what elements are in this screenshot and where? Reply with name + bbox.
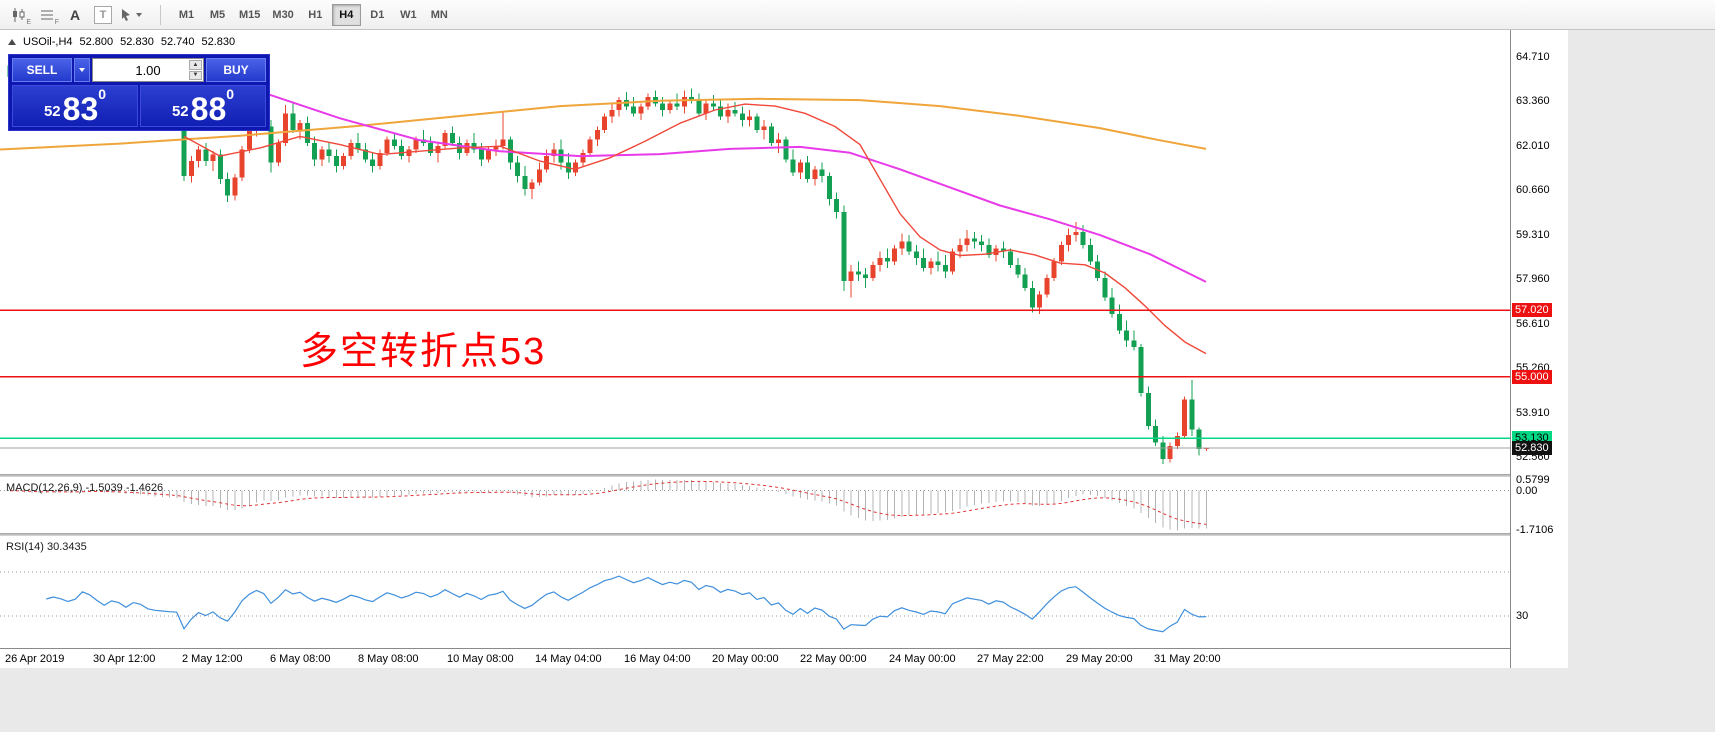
ask-pipette: 0 xyxy=(226,86,235,102)
low-value: 52.740 xyxy=(160,36,195,48)
chevron-down-icon xyxy=(136,12,142,17)
price-tick: 59.310 xyxy=(1516,228,1550,241)
rsi-canvas[interactable] xyxy=(0,536,1510,648)
time-axis-label: 22 May 00:00 xyxy=(800,653,867,665)
volume-input[interactable]: 1.00 ▲ ▼ xyxy=(92,58,204,82)
timeframe-m1-button[interactable]: M1 xyxy=(172,4,201,26)
text-label-glyph: A xyxy=(69,6,81,23)
time-axis-label: 6 May 08:00 xyxy=(270,653,331,665)
time-axis-label: 26 Apr 2019 xyxy=(5,653,65,665)
rsi-axis-label: 30 xyxy=(1516,610,1529,622)
time-axis-label: 24 May 00:00 xyxy=(889,653,956,665)
chart-area: 26 Apr 2019 30 Apr 12:00 2 May 12:00 6 May … xyxy=(0,30,1510,668)
toolbar-separator xyxy=(160,4,161,25)
bid-pips: 83 xyxy=(62,90,99,127)
text-tool-glyph: T xyxy=(94,5,112,24)
time-axis-label: 2 May 12:00 xyxy=(182,653,243,665)
ma-fast-line xyxy=(183,103,1207,355)
current-price-tag: 52.830 xyxy=(1512,441,1552,456)
text-label-tool-icon[interactable]: A xyxy=(62,4,88,26)
time-axis-label: 30 Apr 12:00 xyxy=(93,653,156,665)
ma-mid-line xyxy=(267,93,1207,283)
symbol-period-label: USOil-,H4 xyxy=(23,36,73,48)
time-axis-label: 8 May 08:00 xyxy=(358,653,419,665)
time-axis[interactable]: 26 Apr 2019 30 Apr 12:00 2 May 12:00 6 May … xyxy=(0,648,1510,668)
bid-price-display[interactable]: 52 83 0 xyxy=(12,85,138,127)
buy-button[interactable]: BUY xyxy=(206,58,266,82)
ma-slow-line xyxy=(0,97,1207,151)
time-axis-label: 10 May 08:00 xyxy=(447,653,514,665)
volume-step-down-button[interactable]: ▼ xyxy=(189,70,202,80)
price-tick: 56.610 xyxy=(1516,317,1550,330)
rsi-line xyxy=(46,575,1207,633)
timeframe-m15-button[interactable]: M15 xyxy=(234,4,265,26)
chart-type-icon[interactable]: E xyxy=(6,4,32,26)
macd-axis-label: -1.7106 xyxy=(1516,524,1554,536)
candlestick-glyph xyxy=(13,7,25,22)
time-axis-label: 27 May 22:00 xyxy=(977,653,1044,665)
time-axis-label: 20 May 00:00 xyxy=(712,653,779,665)
time-axis-label: 29 May 20:00 xyxy=(1066,653,1133,665)
top-toolbar: E F A T M1 M5 M15 M30 H1 H4 D1 xyxy=(0,0,1715,30)
close-value: 52.830 xyxy=(201,36,236,48)
timeframe-h4-button[interactable]: H4 xyxy=(331,3,361,26)
macd-indicator-label: MACD(12,26,9) -1.5039 -1.4626 xyxy=(6,482,164,494)
price-tick: 53.910 xyxy=(1516,406,1550,419)
time-axis-label: 31 May 20:00 xyxy=(1154,653,1221,665)
ask-big-figure: 52 xyxy=(171,103,189,120)
one-click-trade-panel: SELL 1.00 ▲ ▼ BUY 52 83 0 52 xyxy=(8,54,270,131)
main-chart-canvas[interactable] xyxy=(0,30,1510,474)
objects-list-icon[interactable]: F xyxy=(34,4,60,26)
timeframe-m5-button[interactable]: M5 xyxy=(203,4,232,26)
text-tool-icon[interactable]: T xyxy=(90,4,116,26)
high-value: 52.830 xyxy=(120,36,154,48)
timeframe-h1-button[interactable]: H1 xyxy=(301,4,330,26)
panel-splitter[interactable] xyxy=(0,533,1510,536)
chevron-down-icon xyxy=(79,68,85,72)
timeframe-m30-button[interactable]: M30 xyxy=(267,4,298,26)
price-tick: 64.710 xyxy=(1516,51,1550,64)
objects-list-icon-sub: F xyxy=(54,18,59,26)
ask-price-display[interactable]: 52 88 0 xyxy=(140,85,266,127)
timeframe-w1-button[interactable]: W1 xyxy=(394,4,423,26)
price-tick: 63.360 xyxy=(1516,95,1550,108)
timeframe-d1-button[interactable]: D1 xyxy=(363,4,392,26)
volume-value: 1.00 xyxy=(135,62,161,78)
price-tick: 57.960 xyxy=(1516,273,1550,286)
rsi-indicator-label: RSI(14) 30.3435 xyxy=(6,541,87,553)
price-line-tag: 55.000 xyxy=(1512,369,1552,384)
macd-signal-line xyxy=(9,480,1207,525)
bid-big-figure: 52 xyxy=(43,103,61,120)
list-glyph xyxy=(41,10,53,19)
volume-stepper: ▲ ▼ xyxy=(189,60,202,80)
price-line-tag: 57.020 xyxy=(1512,303,1552,318)
volume-decrease-button[interactable] xyxy=(74,58,90,82)
bid-pipette: 0 xyxy=(98,86,107,102)
price-axis[interactable]: 64.710 63.360 62.010 60.660 59.310 57.960 56.6… xyxy=(1510,30,1568,668)
macd-axis-label: 0.5799 xyxy=(1516,474,1550,486)
macd-histogram xyxy=(9,479,1207,531)
macd-axis-label: 0.00 xyxy=(1516,484,1538,497)
ask-pips: 88 xyxy=(190,90,227,127)
shapes-dropdown-icon[interactable] xyxy=(118,4,144,26)
time-axis-label: 16 May 04:00 xyxy=(624,653,691,665)
chart-type-icon-sub: E xyxy=(26,18,31,26)
cursor-glyph xyxy=(122,9,130,21)
timeframe-mn-button[interactable]: MN xyxy=(425,4,454,26)
macd-canvas[interactable] xyxy=(0,477,1510,533)
panel-splitter[interactable] xyxy=(0,474,1510,477)
time-axis-label: 14 May 04:00 xyxy=(535,653,602,665)
chart-ohlc-header: USOil-,H4 52.800 52.830 52.740 52.830 xyxy=(8,36,235,48)
price-tick: 62.010 xyxy=(1516,139,1550,152)
volume-step-up-button[interactable]: ▲ xyxy=(189,60,202,70)
sell-button[interactable]: SELL xyxy=(12,58,72,82)
price-tick: 60.660 xyxy=(1516,184,1550,197)
chart-annotation-text: 多空转折点53 xyxy=(300,331,547,373)
open-value: 52.800 xyxy=(79,36,114,48)
one-click-toggle-icon[interactable] xyxy=(8,39,16,45)
